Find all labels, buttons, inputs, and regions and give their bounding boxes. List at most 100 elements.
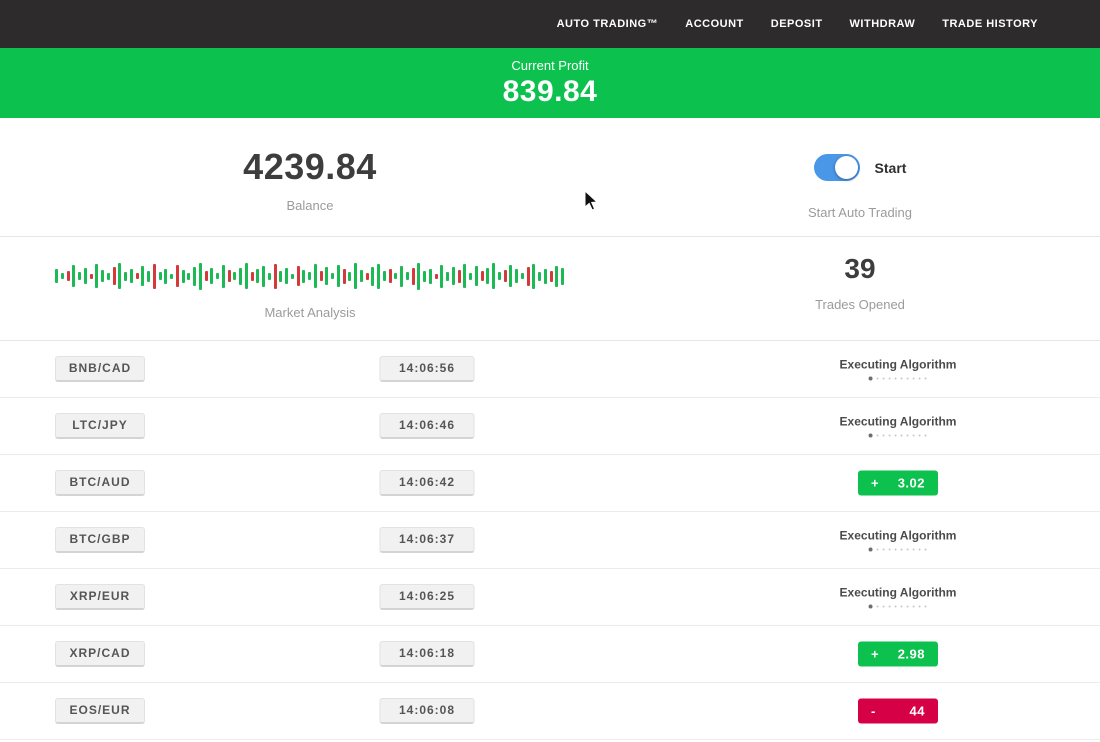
candlestick-bar (267, 272, 271, 280)
candlestick-bar (336, 265, 340, 287)
candlestick-bar (520, 273, 524, 279)
candlestick-bar (331, 273, 334, 279)
candlestick-bar (164, 268, 168, 284)
candlestick-bar (423, 270, 426, 282)
candlestick-bar (106, 272, 110, 280)
trade-row: XRP/EUR 14:06:25 Executing Algorithm (0, 569, 1100, 626)
nav-trade-history[interactable]: TRADE HISTORY (942, 18, 1038, 30)
candlestick-bar (434, 273, 438, 279)
progress-dot (877, 434, 879, 437)
nav-withdraw[interactable]: WITHDRAW (849, 18, 916, 30)
progress-dot (877, 377, 879, 380)
candlestick-bar (561, 267, 564, 285)
market-analysis-chart (55, 261, 565, 291)
candlestick-bar (158, 272, 162, 280)
candlestick-bar (359, 270, 363, 282)
progress-dot (919, 605, 921, 608)
candlestick-bar (342, 268, 346, 284)
progress-dot (869, 376, 873, 381)
candlestick-bar (273, 263, 277, 289)
candlestick-bar (509, 265, 513, 287)
pair-badge[interactable]: BTC/GBP (55, 527, 145, 553)
candlestick-bar (72, 265, 76, 287)
candlestick-bar (89, 273, 93, 279)
candlestick-bar (348, 271, 352, 281)
executing-label: Executing Algorithm (839, 528, 957, 543)
candlestick-bar (457, 269, 461, 283)
candlestick-bar (135, 273, 139, 279)
result-value: 44 (909, 703, 925, 719)
result-badge: - 44 (858, 698, 938, 724)
candlestick-bar (503, 270, 507, 282)
candlestick-bar (239, 267, 242, 285)
progress-dot (913, 548, 915, 551)
trade-status: +3.02 (858, 470, 938, 496)
candlestick-bar (388, 269, 392, 283)
current-profit-label: Current Profit (511, 57, 589, 73)
pair-badge[interactable]: EOS/EUR (55, 698, 145, 724)
candlestick-bar (497, 272, 501, 280)
pair-badge[interactable]: XRP/CAD (55, 641, 145, 667)
progress-dot (919, 377, 921, 380)
pair-badge[interactable]: BTC/AUD (55, 470, 145, 496)
nav-account[interactable]: ACCOUNT (685, 18, 744, 30)
progress-dot (895, 548, 897, 551)
pair-badge[interactable]: XRP/EUR (55, 584, 145, 610)
market-analysis-block: Market Analysis (0, 237, 620, 340)
time-badge: 14:06:37 (379, 527, 475, 553)
executing-label: Executing Algorithm (839, 585, 957, 600)
progress-dot (913, 605, 915, 608)
progress-dot (925, 377, 927, 380)
candlestick-bar (124, 271, 127, 281)
candlestick-bar (221, 264, 225, 288)
nav-deposit[interactable]: DEPOSIT (770, 18, 823, 30)
top-nav: AUTO TRADING™ ACCOUNT DEPOSIT WITHDRAW T… (0, 0, 1100, 48)
progress-dot (877, 548, 879, 551)
progress-dot (895, 605, 897, 608)
candlestick-bar (428, 268, 432, 284)
candlestick-bar (469, 272, 472, 280)
progress-dot (869, 547, 873, 552)
candlestick-bar (446, 271, 449, 281)
pair-badge[interactable]: LTC/JPY (55, 413, 145, 439)
pair-badge[interactable]: BNB/CAD (55, 356, 145, 382)
result-sign: + (871, 646, 880, 662)
progress-dot (925, 548, 927, 551)
candlestick-bar (394, 273, 398, 279)
balance-value: 4239.84 (243, 146, 377, 187)
candlestick-bar (279, 270, 283, 282)
trade-status: +2.98 (858, 641, 938, 667)
candlestick-bar (377, 263, 380, 289)
candlestick-bar (204, 271, 208, 281)
progress-dots (840, 376, 957, 381)
progress-dot (883, 548, 885, 551)
progress-dot (889, 377, 891, 380)
candlestick-bar (325, 267, 329, 285)
candlestick-bar (216, 273, 219, 279)
trade-row: BTC/AUD 14:06:42 +3.02 (0, 455, 1100, 512)
candlestick-bar (543, 268, 547, 284)
time-badge: 14:06:46 (379, 413, 475, 439)
start-toggle[interactable] (813, 154, 860, 181)
progress-dot (925, 434, 927, 437)
progress-dots (840, 604, 957, 609)
candlestick-bar (256, 269, 260, 283)
candlestick-bar (285, 268, 288, 284)
candlestick-bar (83, 268, 87, 284)
trade-status: Executing Algorithm (839, 357, 957, 381)
candlestick-bar (474, 266, 478, 286)
candlestick-bar (290, 273, 294, 279)
trade-row: BNB/CAD 14:06:56 Executing Algorithm (0, 341, 1100, 398)
result-value: 2.98 (897, 646, 925, 662)
result-sign: - (871, 703, 876, 719)
candlestick-bar (152, 263, 156, 289)
executing-label: Executing Algorithm (839, 357, 957, 372)
candlestick-bar (492, 263, 495, 289)
progress-dot (907, 377, 909, 380)
nav-auto-trading[interactable]: AUTO TRADING™ (556, 18, 659, 30)
candlestick-bar (296, 266, 300, 286)
candlestick-bar (175, 265, 179, 287)
result-badge: +3.02 (858, 470, 938, 496)
progress-dot (919, 434, 921, 437)
candlestick-bar (101, 270, 104, 282)
